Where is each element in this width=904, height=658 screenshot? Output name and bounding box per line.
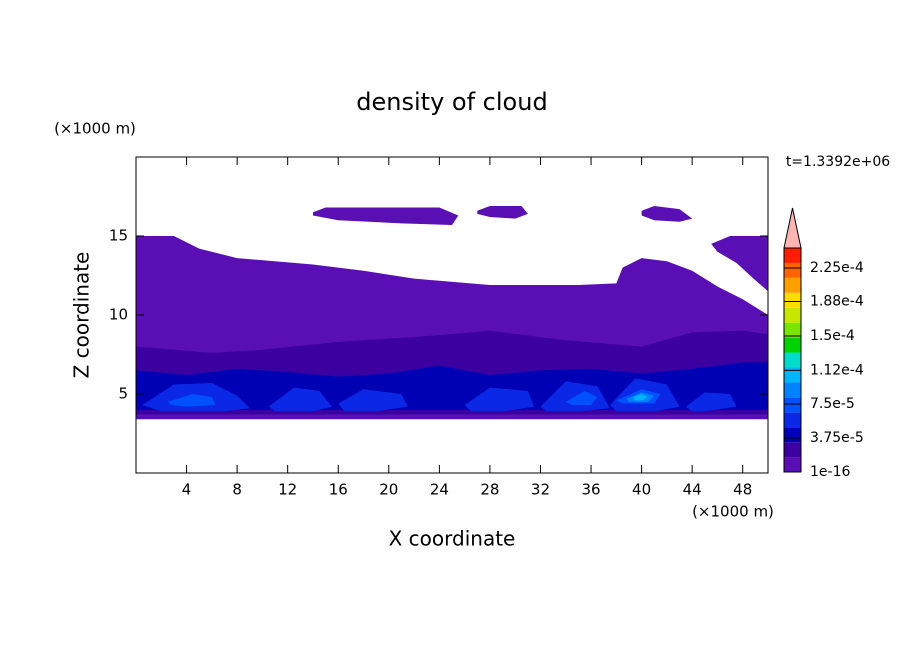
x-tick-label: 12 bbox=[278, 481, 297, 499]
contour-region bbox=[632, 394, 648, 401]
colorbar-band bbox=[784, 262, 801, 278]
contour-region bbox=[641, 205, 693, 222]
colorbar-band bbox=[784, 442, 801, 458]
x-tick-label: 28 bbox=[480, 481, 499, 499]
y-tick-label: 5 bbox=[118, 385, 128, 403]
colorbar-band bbox=[784, 412, 801, 428]
y-unit: (×1000 m) bbox=[54, 120, 136, 138]
colorbar-extend bbox=[783, 207, 802, 249]
colorbar-band bbox=[784, 292, 801, 308]
contour-region bbox=[464, 387, 535, 412]
contour-region bbox=[711, 236, 768, 292]
x-tick-label: 24 bbox=[430, 481, 449, 499]
x-axis-label: X coordinate bbox=[389, 527, 516, 551]
x-tick-label: 20 bbox=[379, 481, 398, 499]
colorbar-band bbox=[784, 337, 801, 353]
contour-region bbox=[167, 394, 216, 407]
colorbar-label: 1.12e-4 bbox=[810, 362, 864, 378]
contour-region bbox=[685, 392, 737, 412]
y-tick-label: 15 bbox=[109, 227, 128, 245]
colorbar-label: 1e-16 bbox=[810, 464, 850, 480]
contour-region bbox=[565, 390, 598, 406]
colorbar-band bbox=[784, 382, 801, 398]
colorbar-label: 2.25e-4 bbox=[810, 260, 864, 276]
colorbar-band bbox=[784, 277, 801, 293]
x-tick-label: 8 bbox=[232, 481, 242, 499]
colorbar-label: 3.75e-5 bbox=[810, 430, 864, 446]
chart-title: density of cloud bbox=[356, 88, 547, 116]
colorbar-band bbox=[784, 248, 801, 263]
x-tick-label: 4 bbox=[182, 481, 192, 499]
colorbar-band bbox=[784, 367, 801, 383]
colorbar-band bbox=[784, 427, 801, 443]
time-annotation: t=1.3392e+06 bbox=[786, 154, 890, 170]
colorbar-band bbox=[784, 457, 801, 472]
colorbar-band bbox=[784, 307, 801, 323]
colorbar-label: 1.88e-4 bbox=[810, 294, 864, 310]
colorbar-band bbox=[784, 397, 801, 413]
colorbar-label: 1.5e-4 bbox=[810, 328, 855, 344]
contour-region bbox=[477, 205, 528, 219]
x-tick-label: 36 bbox=[581, 481, 600, 499]
contour-region bbox=[338, 389, 408, 412]
x-tick-label: 44 bbox=[683, 481, 702, 499]
x-tick-label: 32 bbox=[531, 481, 550, 499]
x-tick-label: 40 bbox=[632, 481, 651, 499]
contour-region bbox=[268, 387, 332, 412]
contour-region bbox=[312, 207, 459, 225]
colorbar-label: 7.5e-5 bbox=[810, 396, 855, 412]
y-axis-label: Z coordinate bbox=[70, 252, 94, 379]
x-tick-label: 16 bbox=[329, 481, 348, 499]
y-tick-label: 10 bbox=[109, 306, 128, 324]
contour-layer bbox=[136, 205, 768, 420]
colorbar-band bbox=[784, 352, 801, 368]
x-tick-label: 48 bbox=[733, 481, 752, 499]
colorbar-band bbox=[784, 322, 801, 338]
x-unit: (×1000 m) bbox=[692, 503, 774, 521]
